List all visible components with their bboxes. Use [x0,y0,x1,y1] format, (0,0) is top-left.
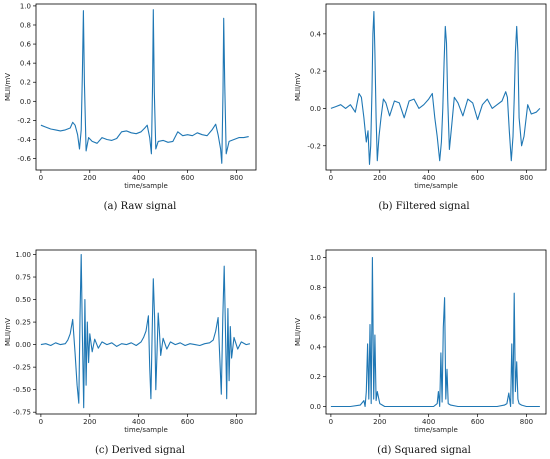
filtered-y-axis-label: MLII/mV [294,73,302,101]
squared-y-tick-label: 0.0 [310,403,321,411]
raw-x-tick-label: 200 [83,174,96,182]
squared-y-tick-label: 0.6 [310,314,322,322]
raw-y-axis-label: MLII/mV [4,73,12,101]
panel-filtered-signal: 0 200 400 600 800 -0.2 0.0 0.2 0.4 time/sample MLI… [294,3,547,190]
raw-y-tick-label: -0.4 [17,136,31,144]
derived-y-tick-label: 0.25 [15,319,31,327]
derived-x-tick-label: 0 [39,418,43,426]
raw-x-tick-label: 600 [181,174,194,182]
caption-raw-signal: (a) Raw signal [104,201,177,212]
filtered-y-tick-label: 0.4 [310,30,322,38]
squared-y-tick-label: 0.2 [310,373,321,381]
filtered-y-tick-label: -0.2 [307,142,321,150]
squared-x-tick-label: 400 [422,418,435,426]
raw-x-tick-label: 800 [230,174,243,182]
filtered-x-tick-label: 0 [329,174,333,182]
raw-y-tick-label: 0.0 [20,98,31,106]
raw-y-tick-label: 1.0 [20,2,31,10]
raw-y-tick-label: 0.6 [20,41,32,49]
derived-y-tick-label: -0.25 [13,364,31,372]
filtered-y-tick-label: 0.2 [310,68,321,76]
derived-y-tick-label: -0.75 [13,409,31,417]
squared-x-tick-label: 0 [329,418,333,426]
filtered-x-tick-label: 800 [520,174,533,182]
raw-axes-frame [35,3,257,171]
derived-y-tick-label: 0.00 [15,341,31,349]
raw-y-tick-label: 0.8 [20,21,31,29]
derived-x-tick-label: 800 [230,418,243,426]
raw-x-tick-label: 0 [39,174,43,182]
derived-series-line-0 [40,253,251,409]
squared-x-tick-label: 800 [520,418,533,426]
filtered-x-tick-label: 400 [422,174,435,182]
squared-y-tick-label: 0.4 [310,343,322,351]
raw-y-tick-label: -0.6 [17,155,31,163]
filtered-x-axis-label: time/sample [414,182,458,190]
raw-x-tick-label: 400 [132,174,145,182]
derived-axes-frame [35,249,257,415]
caption-filtered-signal: (b) Filtered signal [378,201,469,212]
raw-y-tick-label: 0.4 [20,60,32,68]
panel-derived-signal: 0 200 400 600 800 -0.75 -0.50 -0.25 0.00 0.25 0.50… [4,249,257,434]
derived-y-tick-label: 1.00 [15,251,31,259]
derived-y-tick-label: 0.75 [15,274,31,282]
squared-axes-frame [325,249,547,415]
derived-x-tick-label: 400 [132,418,145,426]
raw-x-axis-label: time/sample [124,182,168,190]
squared-y-tick-label: 0.8 [310,284,321,292]
squared-y-tick-label: 1.0 [310,254,321,262]
filtered-x-tick-label: 600 [471,174,484,182]
squared-x-tick-label: 600 [471,418,484,426]
filtered-y-tick-label: 0.0 [310,105,321,113]
filtered-series-line-0 [330,10,541,165]
caption-squared-signal: (d) Squared signal [377,445,471,456]
derived-y-tick-label: -0.50 [13,386,31,394]
panel-squared-signal: 0 200 400 600 800 0.0 0.2 0.4 0.6 0.8 1.0 time/samp… [294,249,547,434]
squared-series-line-0 [330,256,540,408]
raw-series-line-0 [40,9,249,164]
squared-y-axis-label: MLII/mV [294,318,302,346]
raw-y-tick-label: -0.2 [17,117,31,125]
derived-x-axis-label: time/sample [124,426,168,434]
derived-x-tick-label: 600 [181,418,194,426]
derived-x-tick-label: 200 [83,418,96,426]
caption-derived-signal: (c) Derived signal [95,445,185,456]
raw-y-tick-label: 0.2 [20,79,31,87]
panel-raw-signal: 0 200 400 600 800 -0.6 -0.4 -0.2 0.0 0.2 0.4 0.6 0.8… [4,2,257,190]
squared-x-tick-label: 200 [373,418,386,426]
filtered-axes-frame [325,3,547,171]
filtered-x-tick-label: 200 [373,174,386,182]
squared-x-axis-label: time/sample [414,426,458,434]
derived-y-axis-label: MLII/mV [4,318,12,346]
derived-y-tick-label: 0.50 [15,296,31,304]
